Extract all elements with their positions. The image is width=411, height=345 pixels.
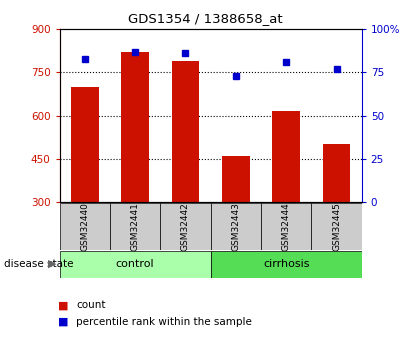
Text: GSM32441: GSM32441 [131, 202, 140, 251]
Text: control: control [116, 259, 155, 269]
Text: percentile rank within the sample: percentile rank within the sample [76, 317, 252, 326]
Text: GSM32440: GSM32440 [80, 202, 89, 251]
Text: GSM32442: GSM32442 [181, 202, 190, 251]
Bar [60, 203, 110, 250]
Bar [110, 203, 160, 250]
Text: ▶: ▶ [48, 259, 56, 268]
Text: GSM32444: GSM32444 [282, 202, 291, 251]
Text: disease state: disease state [4, 259, 74, 268]
Text: ■: ■ [58, 300, 69, 310]
Bar [71, 87, 99, 202]
Bar [160, 203, 210, 250]
Text: cirrhosis: cirrhosis [263, 259, 309, 269]
Text: count: count [76, 300, 106, 310]
Bar [60, 251, 211, 278]
Bar [323, 144, 350, 202]
Text: GDS1354 / 1388658_at: GDS1354 / 1388658_at [128, 12, 283, 25]
Text: ■: ■ [58, 317, 69, 326]
Bar [272, 111, 300, 202]
Bar [222, 156, 249, 202]
Bar [210, 251, 362, 278]
Text: GSM32445: GSM32445 [332, 202, 341, 251]
Bar [210, 203, 261, 250]
Bar [172, 61, 199, 202]
Bar [312, 203, 362, 250]
Bar [121, 52, 149, 202]
Text: GSM32443: GSM32443 [231, 202, 240, 251]
Bar [261, 203, 312, 250]
